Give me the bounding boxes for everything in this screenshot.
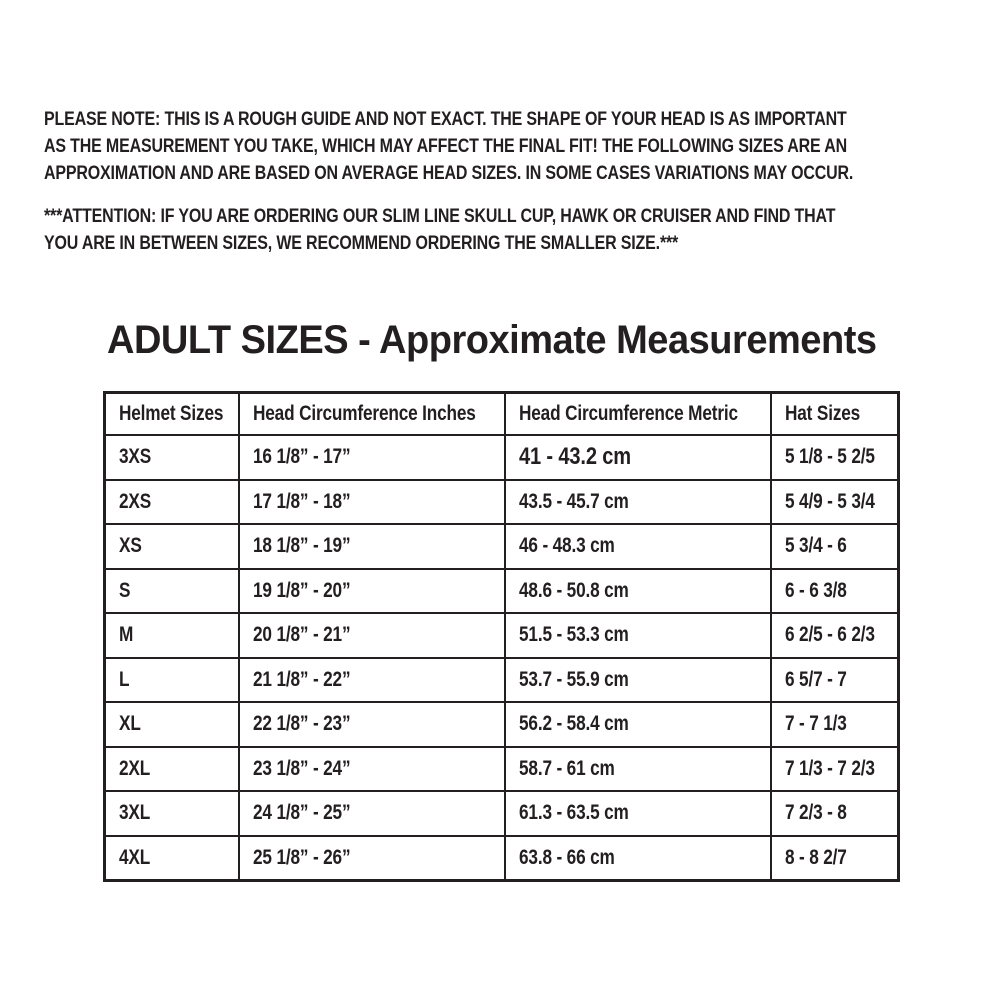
- attention-line-2: YOU ARE IN BETWEEN SIZES, WE RECOMMEND O…: [44, 232, 679, 254]
- col-header-circumference-inches: Head Circumference Inches: [237, 391, 506, 436]
- page-title: ADULT SIZES - Approximate Measurements: [107, 318, 877, 362]
- cell-hat-size: 7 1/3 - 7 2/3: [769, 745, 900, 792]
- cell-hat-size: 7 - 7 1/3: [769, 701, 900, 748]
- adult-sizes-table: Helmet Sizes Head Circumference Inches H…: [103, 391, 900, 882]
- note-line-3: APPROXIMATION AND ARE BASED ON AVERAGE H…: [44, 162, 854, 184]
- cell-hat-size: 5 3/4 - 6: [769, 523, 900, 570]
- table-row-l: L 21 1/8” - 22” 53.7 - 55.9 cm 6 5/7 - 7: [103, 656, 900, 703]
- note-line-2: AS THE MEASUREMENT YOU TAKE, WHICH MAY A…: [44, 135, 848, 157]
- cell-hat-size: 5 1/8 - 5 2/5: [769, 434, 900, 481]
- cell-metric: 53.7 - 55.9 cm: [503, 656, 772, 703]
- cell-inches: 25 1/8” - 26”: [237, 834, 506, 882]
- cell-inches: 19 1/8” - 20”: [237, 567, 506, 614]
- cell-hat-size: 6 2/5 - 6 2/3: [769, 612, 900, 659]
- cell-inches: 18 1/8” - 19”: [237, 523, 506, 570]
- attention-line-1: ***ATTENTION: IF YOU ARE ORDERING OUR SL…: [44, 205, 836, 227]
- cell-helmet-size: M: [103, 612, 240, 659]
- attention-paragraph: ***ATTENTION: IF YOU ARE ORDERING OUR SL…: [44, 203, 1000, 257]
- col-header-hat-sizes-label: Hat Sizes: [784, 402, 860, 425]
- table-row-m: M 20 1/8” - 21” 51.5 - 53.3 cm 6 2/5 - 6…: [103, 612, 900, 659]
- cell-metric: 41 - 43.2 cm: [503, 434, 772, 481]
- cell-metric: 58.7 - 61 cm: [503, 745, 772, 792]
- cell-metric: 51.5 - 53.3 cm: [503, 612, 772, 659]
- cell-helmet-size: 4XL: [103, 834, 240, 882]
- cell-inches: 20 1/8” - 21”: [237, 612, 506, 659]
- cell-inches: 16 1/8” - 17”: [237, 434, 506, 481]
- col-header-circumference-metric: Head Circumference Metric: [503, 391, 772, 436]
- cell-helmet-size: 3XL: [103, 790, 240, 837]
- cell-helmet-size: S: [103, 567, 240, 614]
- cell-helmet-size: 2XL: [103, 745, 240, 792]
- cell-inches: 23 1/8” - 24”: [237, 745, 506, 792]
- table-row-2xl: 2XL 23 1/8” - 24” 58.7 - 61 cm 7 1/3 - 7…: [103, 745, 900, 792]
- table-row-3xl: 3XL 24 1/8” - 25” 61.3 - 63.5 cm 7 2/3 -…: [103, 790, 900, 837]
- cell-helmet-size: XL: [103, 701, 240, 748]
- cell-helmet-size: 3XS: [103, 434, 240, 481]
- cell-metric: 46 - 48.3 cm: [503, 523, 772, 570]
- table-row-s: S 19 1/8” - 20” 48.6 - 50.8 cm 6 - 6 3/8: [103, 567, 900, 614]
- table-row-xs: XS 18 1/8” - 19” 46 - 48.3 cm 5 3/4 - 6: [103, 523, 900, 570]
- col-header-hat-sizes: Hat Sizes: [769, 391, 900, 436]
- note-line-1: PLEASE NOTE: THIS IS A ROUGH GUIDE AND N…: [44, 108, 847, 130]
- table-row-3xs: 3XS 16 1/8” - 17” 41 - 43.2 cm 5 1/8 - 5…: [103, 434, 900, 481]
- table-row-2xs: 2XS 17 1/8” - 18” 43.5 - 45.7 cm 5 4/9 -…: [103, 478, 900, 525]
- cell-hat-size: 6 5/7 - 7: [769, 656, 900, 703]
- cell-helmet-size: 2XS: [103, 478, 240, 525]
- table-row-4xl: 4XL 25 1/8” - 26” 63.8 - 66 cm 8 - 8 2/7: [103, 834, 900, 882]
- cell-helmet-size: XS: [103, 523, 240, 570]
- cell-metric: 61.3 - 63.5 cm: [503, 790, 772, 837]
- table-row-xl: XL 22 1/8” - 23” 56.2 - 58.4 cm 7 - 7 1/…: [103, 701, 900, 748]
- cell-inches: 24 1/8” - 25”: [237, 790, 506, 837]
- cell-metric: 48.6 - 50.8 cm: [503, 567, 772, 614]
- cell-hat-size: 7 2/3 - 8: [769, 790, 900, 837]
- cell-inches: 17 1/8” - 18”: [237, 478, 506, 525]
- cell-hat-size: 8 - 8 2/7: [769, 834, 900, 882]
- cell-metric: 56.2 - 58.4 cm: [503, 701, 772, 748]
- table-header-row: Helmet Sizes Head Circumference Inches H…: [103, 391, 900, 436]
- col-header-circumference-metric-label: Head Circumference Metric: [518, 402, 738, 425]
- cell-hat-size: 5 4/9 - 5 3/4: [769, 478, 900, 525]
- note-paragraph: PLEASE NOTE: THIS IS A ROUGH GUIDE AND N…: [44, 106, 1000, 187]
- cell-inches: 21 1/8” - 22”: [237, 656, 506, 703]
- cell-helmet-size: L: [103, 656, 240, 703]
- cell-metric: 63.8 - 66 cm: [503, 834, 772, 882]
- col-header-helmet-sizes: Helmet Sizes: [103, 391, 240, 436]
- col-header-circumference-inches-label: Head Circumference Inches: [252, 402, 476, 425]
- col-header-helmet-sizes-label: Helmet Sizes: [119, 402, 224, 425]
- cell-inches: 22 1/8” - 23”: [237, 701, 506, 748]
- cell-metric: 43.5 - 45.7 cm: [503, 478, 772, 525]
- cell-hat-size: 6 - 6 3/8: [769, 567, 900, 614]
